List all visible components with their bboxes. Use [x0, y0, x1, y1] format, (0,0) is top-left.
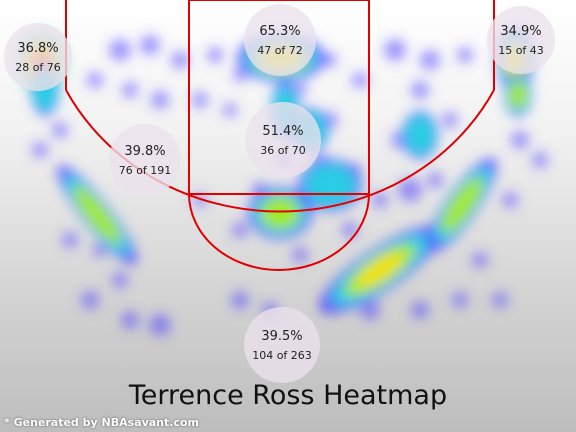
zone-made-attempted: 36 of 70 — [260, 143, 306, 157]
heat-region — [260, 196, 300, 230]
heat-spot-low — [360, 300, 380, 320]
heat-region — [304, 163, 356, 207]
heat-spot-low — [292, 247, 308, 263]
heat-spot-low — [372, 192, 388, 208]
free-throw-circle — [188, 193, 370, 271]
heat-spot-low — [87, 72, 103, 88]
zone-made-attempted: 47 of 72 — [257, 43, 303, 57]
zone-made-attempted: 15 of 43 — [498, 43, 544, 57]
zone-made-attempted: 104 of 263 — [252, 348, 312, 362]
zone-right-corner-three: 34.9% 15 of 43 — [487, 6, 555, 74]
heat-region — [508, 80, 528, 110]
heat-spot-low — [420, 50, 440, 70]
zone-made-attempted: 28 of 76 — [15, 60, 61, 74]
heat-spot-low — [93, 243, 107, 257]
heat-spot-low — [352, 72, 368, 88]
heat-spot-low — [442, 112, 458, 128]
heat-spot-low — [492, 292, 508, 308]
zone-made-attempted: 76 of 191 — [118, 163, 172, 177]
zone-percentage: 51.4% — [262, 123, 304, 139]
zone-left-midrange: 39.8% 76 of 191 — [109, 124, 181, 196]
heat-spot-low — [532, 152, 548, 168]
zone-percentage: 39.5% — [261, 328, 303, 344]
zone-percentage: 39.8% — [124, 143, 166, 159]
heat-spot-low — [457, 47, 473, 63]
heat-spot-low — [411, 301, 429, 319]
paint-lane — [188, 0, 370, 195]
zone-percentage: 65.3% — [259, 23, 301, 39]
heat-spot-low — [192, 92, 208, 108]
zone-percentage: 36.8% — [17, 40, 59, 56]
heat-spot-low — [109, 39, 131, 61]
heat-spot-low — [207, 47, 223, 63]
heat-region — [441, 177, 483, 233]
heat-spot-low — [149, 314, 171, 336]
zone-percentage: 34.9% — [500, 23, 542, 39]
heat-spot-low — [122, 82, 138, 98]
zone-paint: 51.4% 36 of 70 — [245, 102, 321, 178]
heat-spot-low — [233, 68, 247, 82]
heat-region — [405, 115, 435, 155]
heat-spot-low — [472, 252, 488, 268]
heat-spot-low — [384, 39, 406, 61]
heat-region — [356, 252, 404, 288]
heat-spot-low — [511, 131, 529, 149]
heat-spot-low — [112, 272, 128, 288]
heat-spot-low — [398, 178, 422, 202]
heat-spot-low — [232, 222, 248, 238]
heat-spot-low — [323, 53, 337, 67]
heat-region — [73, 185, 121, 245]
heat-spot-low — [52, 122, 68, 138]
heat-spot-low — [32, 142, 48, 158]
zone-above-break-three: 39.5% 104 of 263 — [244, 307, 320, 383]
heat-spot-low — [140, 35, 160, 55]
credit-text: * Generated by NBAsavant.com — [4, 416, 199, 429]
heat-spot-low — [151, 91, 169, 109]
heat-spot-low — [342, 222, 358, 238]
heat-spot-low — [171, 51, 189, 69]
heat-spot-low — [223, 103, 237, 117]
chart-title: Terrence Ross Heatmap — [128, 380, 448, 411]
heat-spot-low — [62, 232, 78, 248]
heat-spot-low — [411, 81, 429, 99]
heat-spot-low — [121, 311, 139, 329]
heat-spot-low — [81, 291, 99, 309]
heat-spot-low — [452, 292, 468, 308]
heat-spot-low — [427, 172, 443, 188]
zone-restricted-area: 65.3% 47 of 72 — [244, 4, 316, 76]
heat-spot-low — [502, 192, 518, 208]
heat-spot-low — [231, 291, 249, 309]
zone-left-corner-three: 36.8% 28 of 76 — [4, 23, 72, 91]
